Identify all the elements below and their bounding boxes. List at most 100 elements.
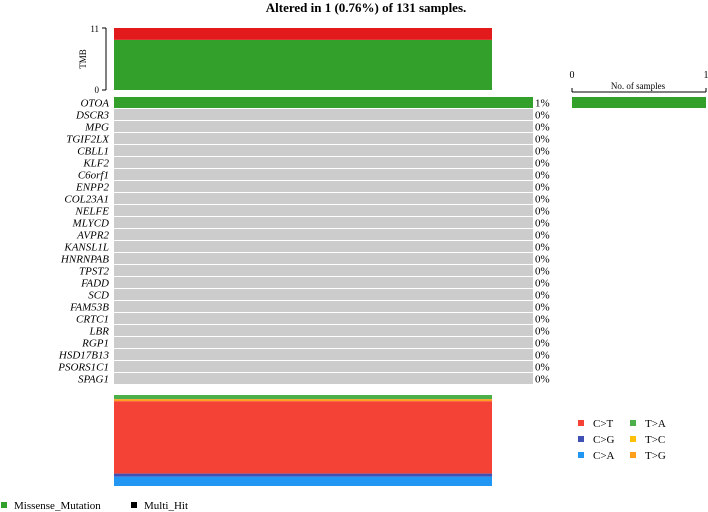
legend-label: Multi_Hit [144,500,188,512]
gene-label: CBLL1 [77,146,109,158]
gene-label: C6orf1 [78,170,109,182]
gene-row-cell [114,241,533,252]
percent-label: 0% [535,338,550,350]
legend-swatch [578,420,584,426]
legend-label: Missense_Mutation [14,500,101,512]
gene-row-cell [114,361,533,372]
legend-swatch [630,452,636,458]
samples-panel: No. of samples 0 1 [570,70,708,108]
percent-label: 0% [535,350,550,362]
gene-row-cell [114,217,533,228]
gene-row-cell [114,253,533,264]
percent-label: 0% [535,170,550,182]
titv-segment [114,476,492,486]
gene-row-cell [114,97,533,108]
percent-label: 0% [535,194,550,206]
percent-label: 0% [535,326,550,338]
tmb-tick-label: 0 [95,85,100,95]
legend-label: C>G [593,434,615,446]
percent-label: 0% [535,302,550,314]
legend-label: T>G [645,450,666,462]
gene-row-cell [114,277,533,288]
gene-label: LBR [88,326,109,338]
tmb-panel: TMB 11 0 [78,24,492,95]
gene-label: KANSL1L [63,242,109,254]
samples-bar [572,97,706,108]
variant-legend: Missense_Mutation Multi_Hit [1,500,188,512]
gene-row-cell [114,229,533,240]
gene-row-cell [114,193,533,204]
gene-label: CRTC1 [76,314,109,326]
gene-row-cell [114,337,533,348]
percent-label: 0% [535,242,550,254]
percent-label: 0% [535,146,550,158]
percent-label: 0% [535,290,550,302]
legend-swatch [630,436,636,442]
percent-label: 0% [535,266,550,278]
tmb-bar-segment [114,28,492,40]
gene-label: PSORS1C1 [57,362,109,374]
gene-label: HNRNPAB [60,254,109,266]
titv-segment [114,399,492,402]
percent-label: 0% [535,218,550,230]
tmb-tick-label: 11 [90,24,99,34]
gene-label: HSD17B13 [58,350,110,362]
gene-label: RGP1 [81,338,109,350]
legend-swatch [578,436,584,442]
legend-label: C>T [593,418,614,430]
legend-label: C>A [593,450,615,462]
percent-label: 0% [535,314,550,326]
gene-label: FAM53B [69,302,109,314]
tmb-bar-segment [114,39,492,90]
gene-row-cell [114,373,533,384]
samples-tick-label: 1 [704,70,708,81]
titv-segment [114,473,492,477]
gene-row-cell [114,289,533,300]
percent-label: 0% [535,134,550,146]
gene-row-cell [114,301,533,312]
gene-row-cell [114,181,533,192]
percent-label: 0% [535,362,550,374]
gene-label: OTOA [80,98,109,110]
gene-label: NELFE [74,206,109,218]
legend-swatch [578,452,584,458]
percent-label: 0% [535,374,550,386]
legend-swatch [630,420,636,426]
gene-label: DSCR3 [75,110,110,122]
gene-row-cell [114,349,533,360]
gene-label: FADD [80,278,109,290]
gene-label: MPG [84,122,109,134]
percent-label: 0% [535,230,550,242]
gene-row-cell [114,313,533,324]
percent-label: 1% [535,98,550,110]
gene-row-cell [114,121,533,132]
legend-label: T>C [645,434,665,446]
percent-label: 0% [535,122,550,134]
titv-panel [114,395,492,486]
gene-row-cell [114,109,533,120]
gene-row-cell [114,205,533,216]
gene-label: TGIF2LX [66,134,110,146]
gene-label: TPST2 [79,266,109,278]
gene-row-cell [114,157,533,168]
tmb-axis-label: TMB [78,49,88,69]
percent-label: 0% [535,158,550,170]
percent-label: 0% [535,206,550,218]
percent-label: 0% [535,254,550,266]
legend-label: T>A [645,418,666,430]
percent-label: 0% [535,110,550,122]
gene-row-cell [114,133,533,144]
legend-swatch [131,502,137,508]
titv-legend: C>T T>A C>G T>C C>A T>G [578,418,666,462]
samples-axis-label: No. of samples [611,81,666,91]
gene-row-cell [114,325,533,336]
samples-tick-label: 0 [570,70,575,81]
titv-segment [114,401,492,474]
gene-row-cell [114,265,533,276]
gene-label: SCD [88,290,109,302]
gene-label: KLF2 [82,158,109,170]
gene-row-cell [114,169,533,180]
gene-label: COL23A1 [64,194,109,206]
percent-label: 0% [535,278,550,290]
